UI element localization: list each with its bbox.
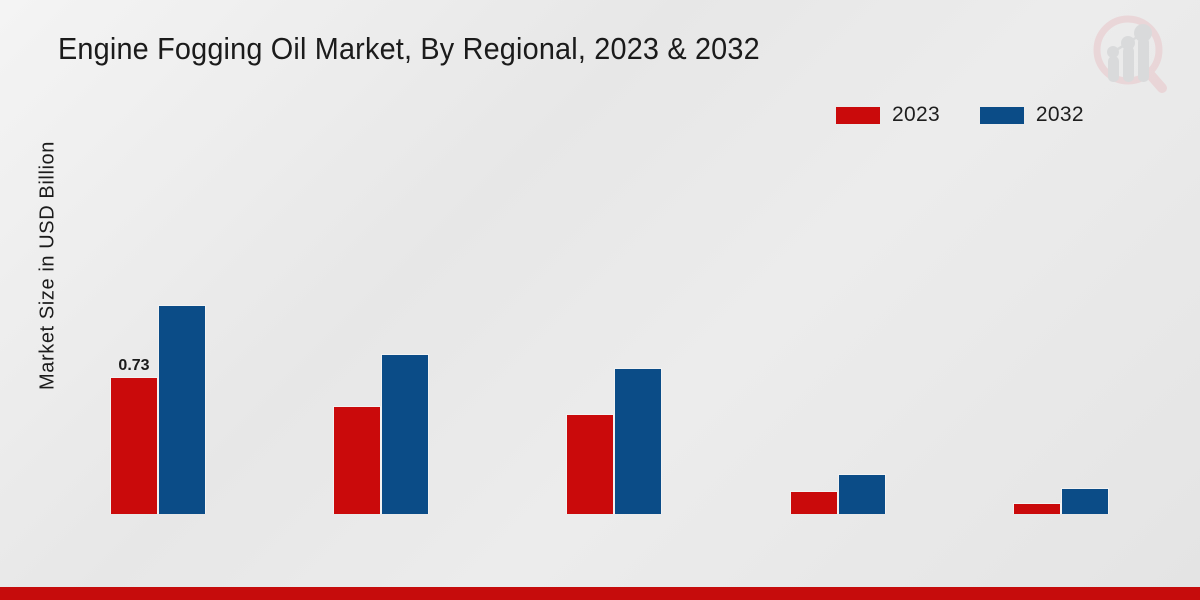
bar-2023-mea[interactable] <box>1013 503 1061 514</box>
legend-label-2023: 2023 <box>892 103 940 126</box>
page-title: Engine Fogging Oil Market, By Regional, … <box>58 31 760 66</box>
bars <box>110 140 206 514</box>
bar-2032-north-america[interactable] <box>158 305 206 514</box>
bars <box>566 140 662 514</box>
legend-item-2032[interactable]: 2032 <box>979 103 1084 127</box>
bar-2032-europe[interactable] <box>381 354 429 514</box>
bar-group-north-america: 0.73 NORTHAMERICA <box>110 140 206 514</box>
legend-swatch-2032 <box>979 106 1024 124</box>
bar-group-south-america: SOUTHAMERICA <box>790 140 886 514</box>
legend-swatch-2023 <box>836 106 880 124</box>
bottom-accent-band <box>0 587 1200 600</box>
bar-2032-mea[interactable] <box>1061 488 1109 514</box>
bar-2023-north-america[interactable] <box>110 377 158 514</box>
bar-2023-apac[interactable] <box>566 414 614 514</box>
bar-2032-south-america[interactable] <box>838 474 886 514</box>
bar-group-europe: EUROPE <box>333 140 429 514</box>
legend-item-2023[interactable]: 2023 <box>836 103 940 127</box>
legend-label-2032: 2032 <box>1035 103 1084 126</box>
bar-2032-apac[interactable] <box>614 368 662 514</box>
watermark-logo <box>1078 6 1182 102</box>
bars <box>790 140 886 514</box>
bar-value-2023-north-america: 0.73 <box>118 357 150 374</box>
bars <box>333 140 429 514</box>
chart-legend: 2023 2032 <box>836 103 1084 127</box>
bar-2023-europe[interactable] <box>333 406 381 514</box>
bars <box>1013 140 1109 514</box>
bar-group-mea: MEA <box>1013 140 1109 514</box>
bar-group-apac: APAC <box>566 140 662 514</box>
bar-2023-south-america[interactable] <box>790 491 838 514</box>
plot-area: 0.73 NORTHAMERICA EUROPE APAC <box>48 140 1188 514</box>
